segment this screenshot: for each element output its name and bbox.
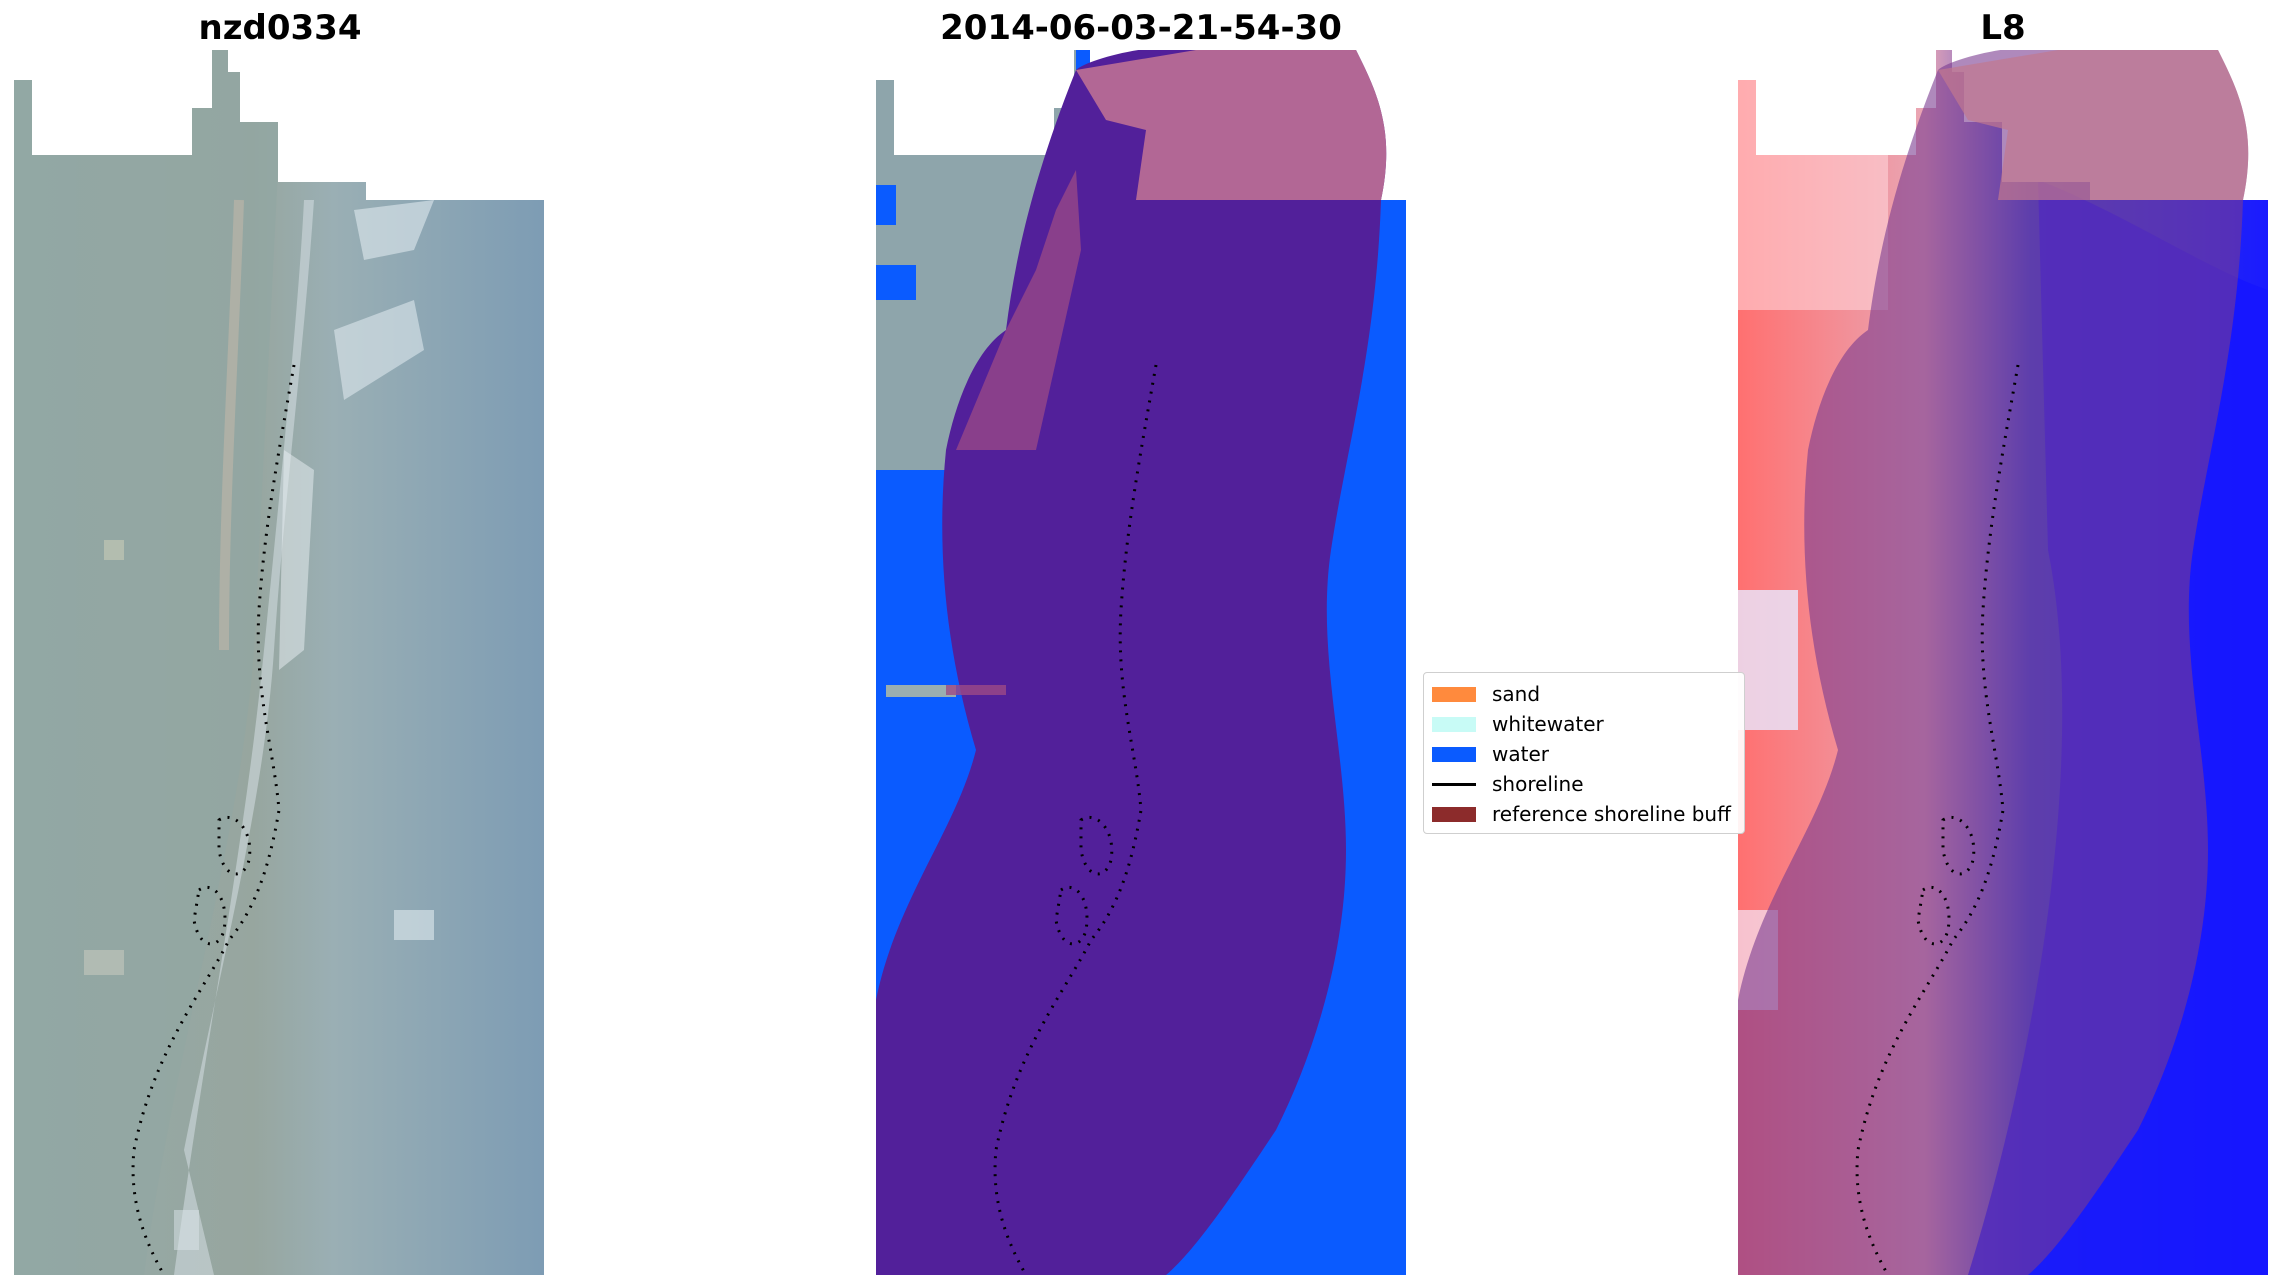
water-swatch bbox=[1432, 746, 1476, 762]
legend-item-water: water bbox=[1432, 741, 1549, 767]
legend-label-water: water bbox=[1492, 742, 1549, 766]
legend-item-sand: sand bbox=[1432, 681, 1540, 707]
legend-label-whitewater: whitewater bbox=[1492, 712, 1604, 736]
sand-swatch bbox=[1432, 686, 1476, 702]
legend-item-shoreline: shoreline bbox=[1432, 771, 1584, 797]
panel-title-classified: 2014-06-03-21-54-30 bbox=[940, 8, 1342, 48]
legend-item-reference-buffer: reference shoreline buff bbox=[1432, 801, 1731, 827]
legend: sand whitewater water shoreline referenc… bbox=[1423, 672, 1745, 834]
legend-label-reference-buffer: reference shoreline buff bbox=[1492, 802, 1731, 826]
reference-buffer-swatch bbox=[1432, 806, 1476, 822]
legend-label-sand: sand bbox=[1492, 682, 1541, 706]
rgb-satellite-image bbox=[14, 50, 544, 1275]
index-image bbox=[1738, 50, 2268, 1275]
shoreline-line-swatch bbox=[1432, 782, 1476, 786]
legend-label-shoreline: shoreline bbox=[1492, 772, 1584, 796]
panel-title-index: L8 bbox=[1980, 8, 2026, 48]
classified-image bbox=[876, 50, 1406, 1275]
legend-item-whitewater: whitewater bbox=[1432, 711, 1604, 737]
whitewater-swatch bbox=[1432, 716, 1476, 732]
panel-title-rgb: nzd0334 bbox=[198, 8, 362, 48]
